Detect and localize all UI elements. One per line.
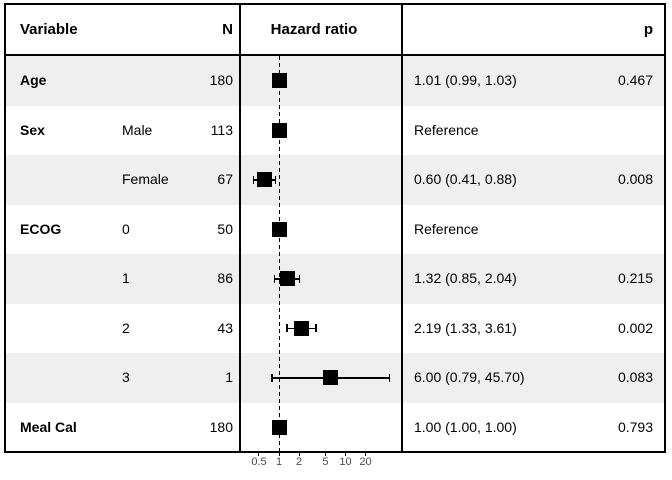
header-variable: Variable bbox=[20, 21, 78, 38]
n-value: 67 bbox=[217, 171, 233, 187]
hr-box bbox=[323, 370, 339, 386]
axis-tick-label: 5 bbox=[322, 456, 329, 468]
level-label: Female bbox=[122, 171, 169, 187]
level-label: 1 bbox=[122, 270, 130, 286]
header-n: N bbox=[222, 21, 233, 38]
header-hazard-ratio: Hazard ratio bbox=[270, 21, 358, 38]
axis-tick bbox=[298, 452, 300, 456]
p-value: 0.083 bbox=[617, 369, 653, 385]
estimate-label: 1.32 (0.85, 2.04) bbox=[414, 270, 517, 286]
column-divider-left bbox=[239, 3, 241, 453]
axis-tick bbox=[258, 452, 260, 456]
hr-box bbox=[279, 271, 295, 287]
header-p: p bbox=[643, 21, 653, 38]
hr-box bbox=[294, 320, 310, 336]
hr-box bbox=[256, 172, 272, 188]
axis-tick-label: 10 bbox=[339, 456, 352, 468]
ci-cap-right bbox=[388, 373, 391, 382]
axis-tick-label: 20 bbox=[359, 456, 372, 468]
estimate-label: Reference bbox=[414, 220, 479, 237]
n-value: 86 bbox=[217, 270, 233, 286]
n-value: 43 bbox=[217, 319, 233, 336]
axis-tick bbox=[365, 452, 367, 456]
column-divider-right bbox=[401, 3, 403, 453]
estimate-label: 0.60 (0.41, 0.88) bbox=[414, 171, 517, 187]
n-value: 113 bbox=[210, 121, 233, 138]
variable-label: Age bbox=[20, 72, 47, 88]
estimate-label: Reference bbox=[414, 121, 479, 138]
hr-box bbox=[271, 221, 287, 237]
p-value: 0.008 bbox=[617, 171, 653, 187]
table-border bbox=[4, 3, 666, 453]
axis-tick-label: 0.5 bbox=[251, 456, 267, 468]
row-stripe bbox=[4, 56, 666, 106]
level-label: 2 bbox=[122, 319, 130, 336]
estimate-label: 6.00 (0.79, 45.70) bbox=[414, 369, 525, 385]
header-divider bbox=[4, 54, 666, 56]
p-value: 0.002 bbox=[617, 319, 653, 336]
p-value: 0.215 bbox=[617, 270, 653, 286]
p-value: 0.793 bbox=[617, 418, 653, 435]
axis-tick bbox=[278, 452, 280, 456]
estimate-label: 1.00 (1.00, 1.00) bbox=[414, 418, 517, 435]
n-value: 1 bbox=[225, 369, 233, 385]
variable-label: Meal Cal bbox=[20, 418, 77, 435]
level-label: 0 bbox=[122, 220, 130, 237]
axis-tick bbox=[324, 452, 326, 456]
axis-tick-label: 1 bbox=[275, 456, 283, 468]
n-value: 180 bbox=[209, 72, 233, 88]
ci-cap-right bbox=[315, 324, 317, 333]
estimate-label: 1.01 (0.99, 1.03) bbox=[414, 72, 517, 88]
ci-cap-left bbox=[286, 324, 288, 333]
level-label: 3 bbox=[122, 369, 130, 385]
p-value: 0.467 bbox=[617, 72, 653, 88]
estimate-label: 2.19 (1.33, 3.61) bbox=[414, 319, 517, 336]
ci-cap-left bbox=[271, 373, 273, 382]
variable-label: Sex bbox=[20, 121, 45, 138]
variable-label: ECOG bbox=[20, 220, 62, 237]
hr-box bbox=[271, 122, 287, 138]
axis-tick bbox=[345, 452, 346, 456]
reference-line bbox=[278, 56, 280, 452]
hr-box bbox=[271, 73, 287, 89]
row-stripe bbox=[4, 254, 666, 304]
axis-tick-label: 2 bbox=[295, 456, 303, 468]
level-label: Male bbox=[122, 121, 153, 138]
n-value: 180 bbox=[209, 418, 233, 435]
ci-cap-right bbox=[274, 175, 277, 184]
ci-cap-left bbox=[273, 274, 276, 283]
n-value: 50 bbox=[217, 220, 233, 237]
hr-box bbox=[271, 419, 287, 435]
row-stripe bbox=[4, 155, 666, 205]
ci-cap-right bbox=[298, 274, 301, 283]
ci-cap-left bbox=[252, 175, 254, 184]
